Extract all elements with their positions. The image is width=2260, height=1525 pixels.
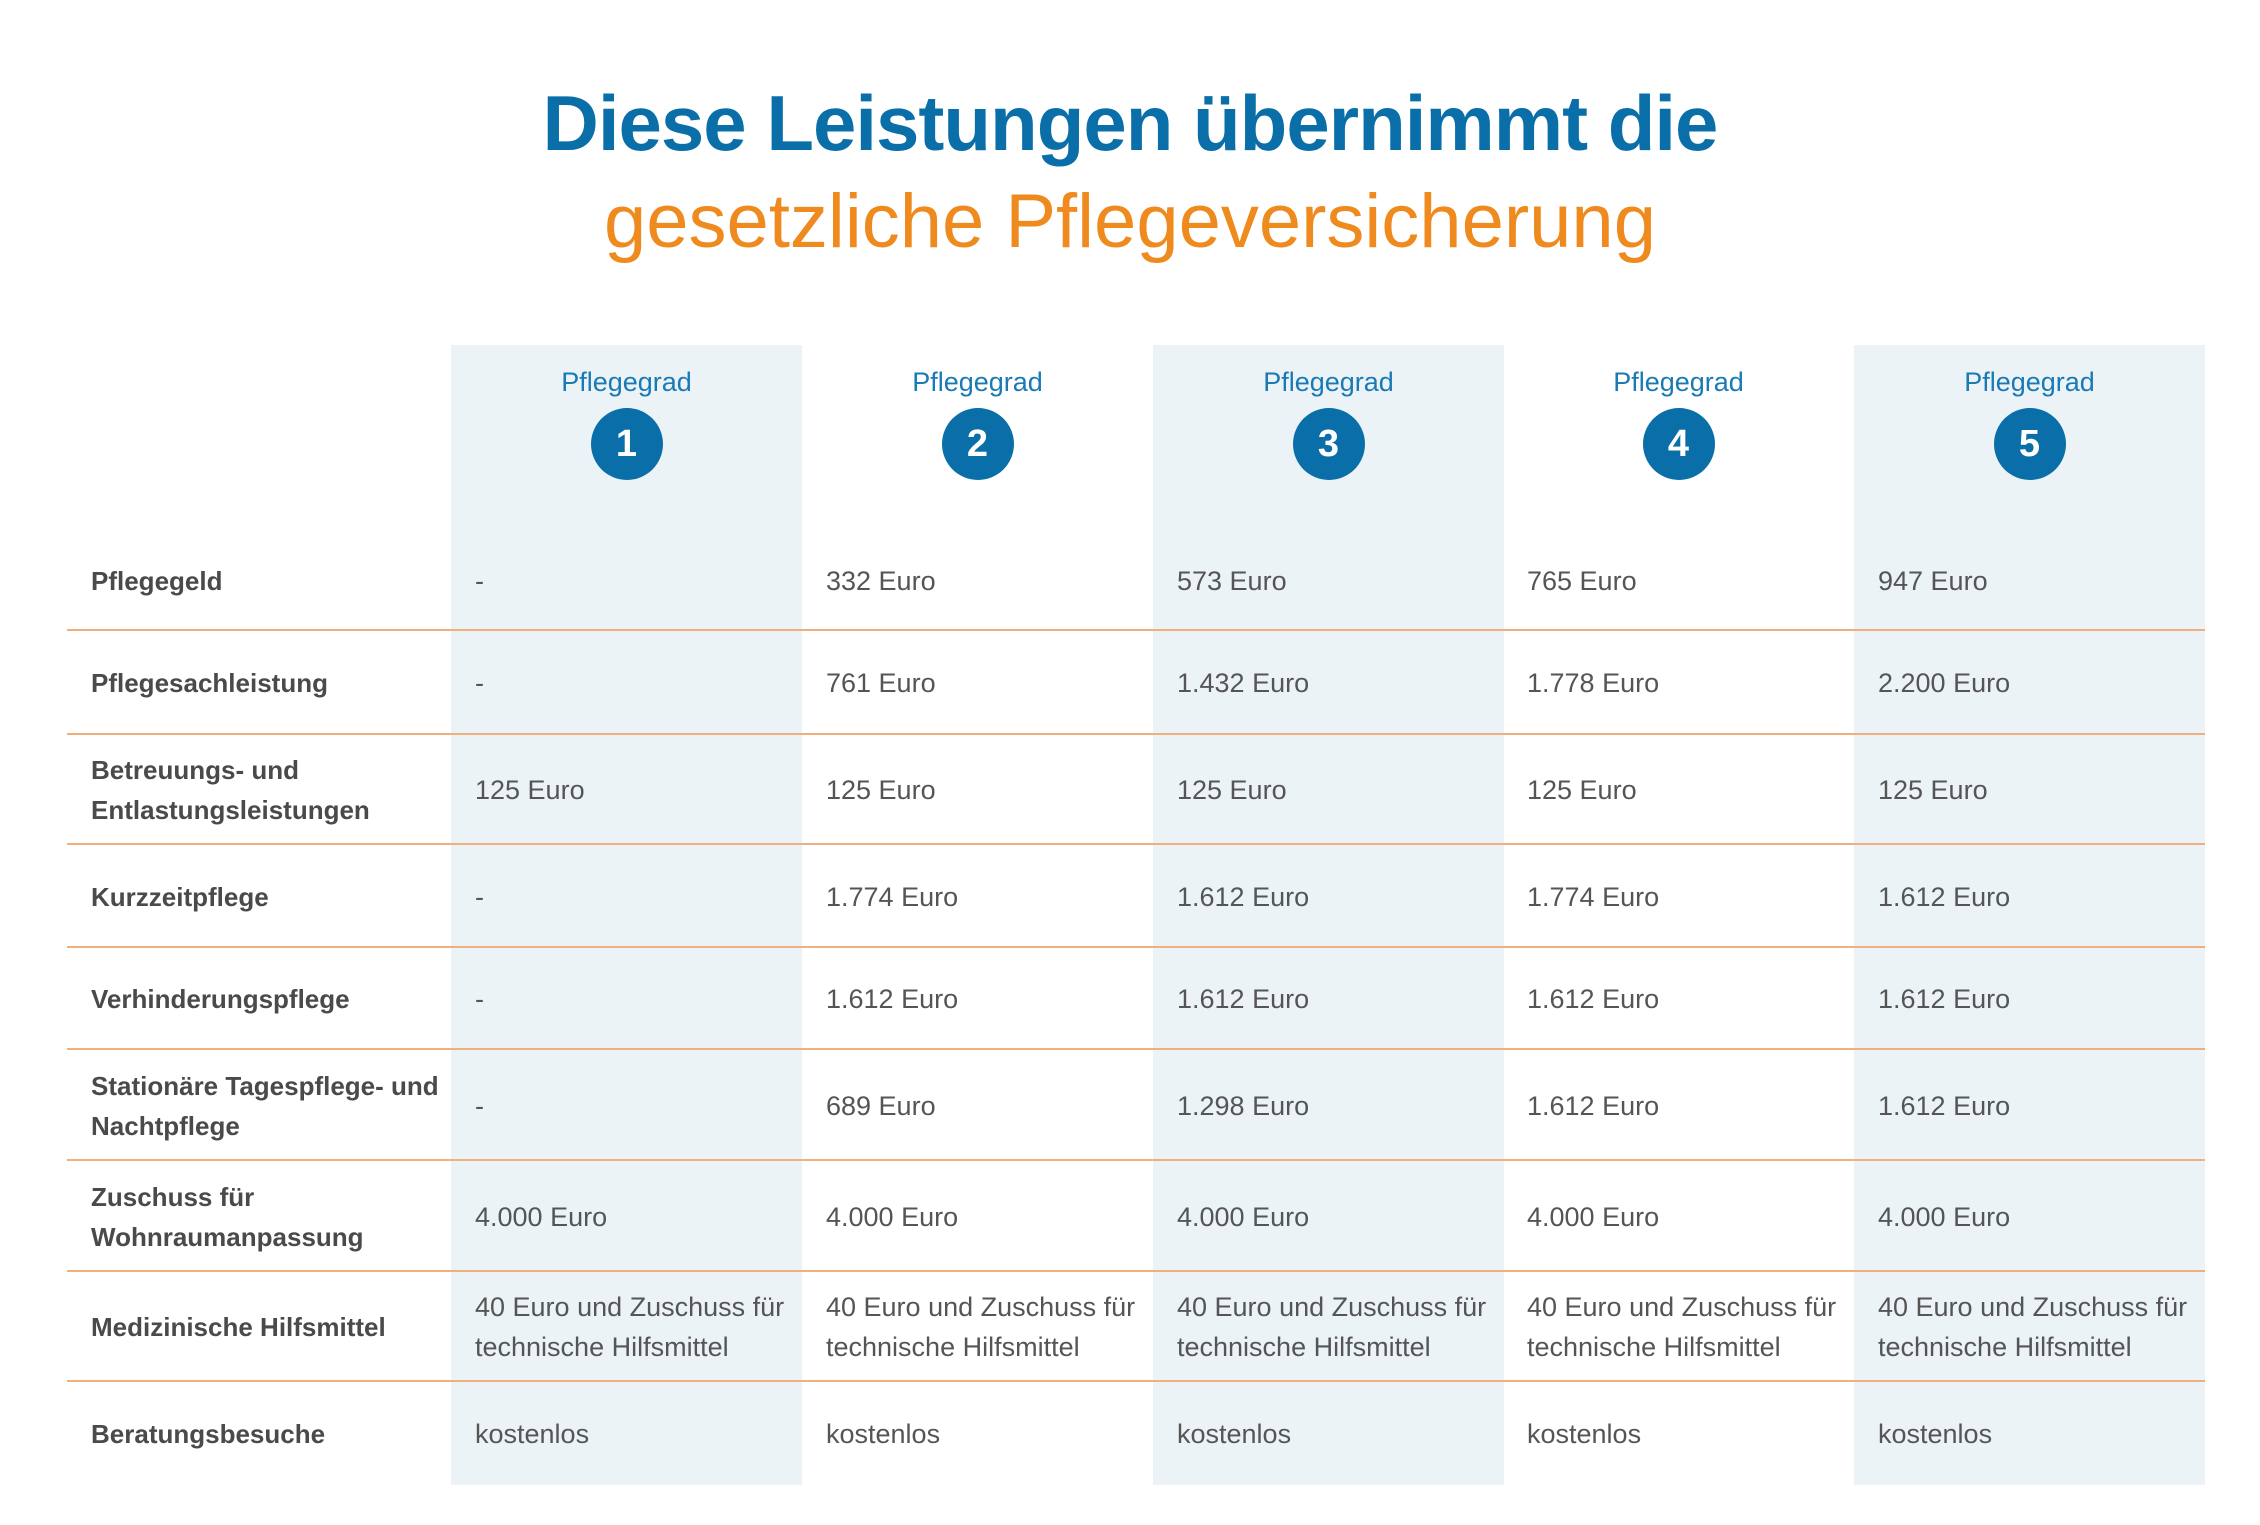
column-header-pflegegrad-4: Pflegegrad 4 <box>1503 345 1854 530</box>
table-row: Pflegegeld - 332 Euro 573 Euro 765 Euro 947 E… <box>67 531 2205 631</box>
table-cell: 689 Euro <box>826 1090 936 1121</box>
column-header-pflegegrad-5: Pflegegrad 5 <box>1854 345 2205 530</box>
table-cell: 573 Euro <box>1177 566 1287 596</box>
table-cell: 125 Euro <box>1527 775 1637 805</box>
row-label: Pflegesachleistung <box>91 668 328 698</box>
table-row: Verhinderungspflege - 1.612 Euro 1.612 Euro… <box>67 948 2205 1050</box>
table-cell: - <box>475 984 484 1014</box>
row-divider <box>67 1270 2205 1272</box>
table-row: Stationäre Tagespflege- und Nachtpflege -… <box>67 1050 2205 1161</box>
row-divider <box>67 1159 2205 1161</box>
column-header-pflegegrad-1: Pflegegrad 1 <box>451 345 802 530</box>
table-cell: 125 Euro <box>475 775 585 805</box>
row-label: Betreuungs- und Entlastungsleistungen <box>91 755 370 825</box>
table-cell: 125 Euro <box>1177 775 1287 805</box>
column-shade <box>1854 345 2205 1485</box>
table-row: Kurzzeitpflege - 1.774 Euro 1.612 Euro 1.774… <box>67 845 2205 948</box>
grade-number-badge: 3 <box>1292 408 1365 480</box>
table-cell: 1.612 Euro <box>1177 881 1310 912</box>
row-label: Stationäre Tagespflege- und Nachtpflege <box>91 1070 439 1141</box>
title-line-2: gesetzliche Pflegeversicherung <box>604 179 1656 264</box>
table-cell: - <box>475 1090 484 1121</box>
row-divider <box>67 1380 2205 1382</box>
table-cell: 4.000 Euro <box>1177 1201 1310 1232</box>
table-cell: - <box>475 668 484 698</box>
table-cell: kostenlos <box>1527 1418 1642 1449</box>
table-cell: 332 Euro <box>826 566 936 596</box>
row-divider <box>67 1048 2205 1050</box>
table-cell: 4.000 Euro <box>475 1201 608 1232</box>
table-cell: kostenlos <box>1878 1418 1993 1449</box>
grade-number-badge: 4 <box>1642 408 1715 480</box>
column-header-label: Pflegegrad <box>1964 367 2095 397</box>
table-cell: 1.298 Euro <box>1177 1090 1310 1121</box>
table-row: Beratungsbesuche kostenlos kostenlos kosten… <box>67 1382 2205 1485</box>
column-header-label: Pflegegrad <box>1263 367 1394 397</box>
row-divider <box>67 946 2205 948</box>
table-cell: - <box>475 566 484 596</box>
table-cell: 125 Euro <box>826 775 936 805</box>
table-cell: 1.612 Euro <box>1527 984 1660 1014</box>
row-label: Medizinische Hilfsmittel <box>91 1312 386 1342</box>
column-shade <box>451 345 802 1485</box>
table-cell: 1.612 Euro <box>1878 1090 2011 1121</box>
row-divider <box>67 629 2205 631</box>
column-header-label: Pflegegrad <box>1613 367 1744 397</box>
title-line-1: Diese Leistungen übernimmt die <box>542 79 1719 167</box>
table-cell: 1.612 Euro <box>1527 1090 1660 1121</box>
table-cell: kostenlos <box>475 1418 590 1449</box>
column-header-label: Pflegegrad <box>912 367 1043 397</box>
row-label: Beratungsbesuche <box>91 1418 326 1449</box>
table-cell: 1.612 Euro <box>1878 881 2011 912</box>
row-divider <box>67 843 2205 845</box>
row-label: Kurzzeitpflege <box>91 881 269 912</box>
table-cell: 1.612 Euro <box>1878 984 2011 1014</box>
table-cell: 40 Euro und Zuschuss für technische Hilf… <box>826 1292 1136 1362</box>
row-label: Pflegegeld <box>91 566 223 596</box>
table-cell: - <box>475 881 484 912</box>
table-cell: 1.612 Euro <box>1177 984 1310 1014</box>
table-row: Betreuungs- und Entlastungsleistungen 125… <box>67 735 2205 845</box>
grade-number-badge: 2 <box>941 408 1014 480</box>
table-row: Zuschuss für Wohnraumanpassung 4.000 Euro… <box>67 1161 2205 1272</box>
row-divider <box>67 733 2205 735</box>
table-cell: 1.612 Euro <box>826 984 959 1014</box>
table-cell: 765 Euro <box>1527 566 1637 596</box>
table-cell: 4.000 Euro <box>1527 1201 1660 1232</box>
table-cell: 4.000 Euro <box>1878 1201 2011 1232</box>
table-cell: 2.200 Euro <box>1878 668 2011 698</box>
table-row: Medizinische Hilfsmittel 40 Euro und Zusc… <box>67 1272 2205 1382</box>
table-cell: kostenlos <box>826 1418 941 1449</box>
grade-number-badge: 1 <box>590 408 663 480</box>
table-cell: 1.774 Euro <box>1527 881 1660 912</box>
table-cell: 125 Euro <box>1878 775 1988 805</box>
table-cell: 40 Euro und Zuschuss für technische Hilf… <box>1878 1292 2188 1362</box>
table-cell: 40 Euro und Zuschuss für technische Hilf… <box>475 1292 785 1362</box>
column-shade <box>1153 345 1504 1485</box>
table-row: Pflegesachleistung - 761 Euro 1.432 Euro 1.7… <box>67 631 2205 735</box>
table-cell: 4.000 Euro <box>826 1201 959 1232</box>
column-header-pflegegrad-3: Pflegegrad 3 <box>1153 345 1504 530</box>
table-cell: 947 Euro <box>1878 566 1988 596</box>
column-header-pflegegrad-2: Pflegegrad 2 <box>802 345 1153 530</box>
row-label: Zuschuss für Wohnraumanpassung <box>91 1181 364 1252</box>
table-cell: 40 Euro und Zuschuss für technische Hilf… <box>1177 1292 1487 1362</box>
table-cell: 40 Euro und Zuschuss für technische Hilf… <box>1527 1292 1837 1362</box>
table-cell: 1.432 Euro <box>1177 668 1310 698</box>
grade-number-badge: 5 <box>1993 408 2066 480</box>
row-label: Verhinderungspflege <box>91 984 350 1014</box>
table-cell: 1.774 Euro <box>826 881 959 912</box>
table-cell: 1.778 Euro <box>1527 668 1660 698</box>
column-header-label: Pflegegrad <box>561 367 692 397</box>
table-cell: 761 Euro <box>826 668 936 698</box>
table-cell: kostenlos <box>1177 1418 1292 1449</box>
